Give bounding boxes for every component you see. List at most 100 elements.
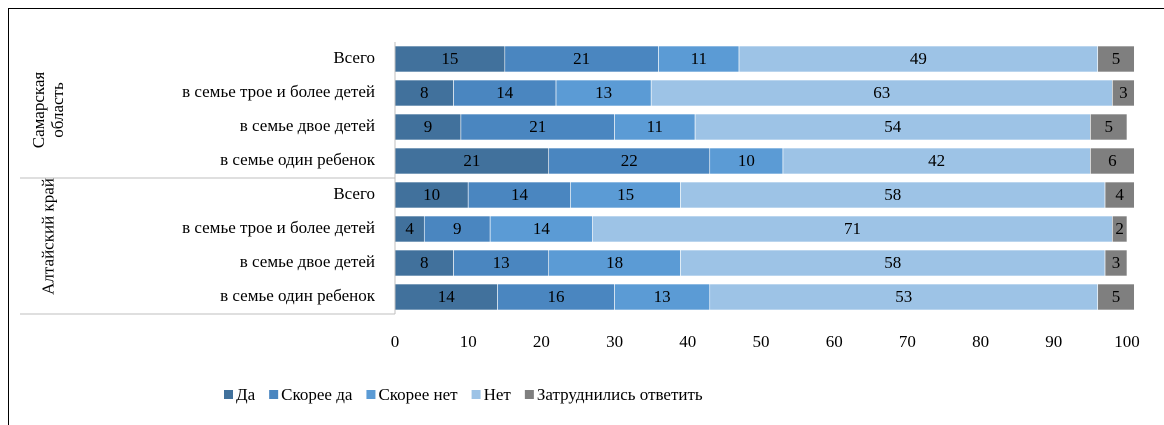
- value-label: 13: [493, 253, 510, 272]
- value-label: 63: [873, 83, 890, 102]
- category-label: в семье трое и более детей: [182, 218, 375, 237]
- value-label: 21: [463, 151, 480, 170]
- category-label: Всего: [333, 184, 375, 203]
- value-label: 14: [533, 219, 551, 238]
- value-label: 11: [647, 117, 663, 136]
- x-tick-label: 70: [899, 332, 916, 351]
- bar-segment: [1112, 215, 1128, 243]
- bar-segment: [658, 45, 740, 73]
- legend-swatch: [471, 390, 481, 399]
- bar-segment: [592, 215, 1113, 243]
- value-label: 9: [424, 117, 433, 136]
- bar-segment: [460, 113, 615, 141]
- value-label: 54: [884, 117, 902, 136]
- bar-segment: [423, 215, 491, 243]
- bar-segment: [394, 79, 454, 107]
- value-label: 9: [453, 219, 462, 238]
- bar-segment: [394, 147, 550, 175]
- legend-swatch: [224, 390, 233, 399]
- value-label: 6: [1108, 151, 1117, 170]
- legend-label: Скорее да: [281, 385, 353, 404]
- value-label: 5: [1112, 49, 1121, 68]
- bar-segment: [394, 283, 498, 311]
- legend-label: Затруднились ответить: [537, 385, 703, 404]
- bar-segment: [1097, 45, 1135, 73]
- bar-segment: [453, 79, 557, 107]
- bar-segment: [1104, 181, 1135, 209]
- value-label: 42: [928, 151, 945, 170]
- category-label: в семье один ребенок: [220, 286, 376, 305]
- value-label: 5: [1112, 287, 1121, 306]
- category-label: в семье двое детей: [240, 116, 375, 135]
- legend-label: Нет: [484, 385, 512, 404]
- legend-label: Скорее нет: [378, 385, 458, 404]
- legend-label: Да: [236, 385, 256, 404]
- value-label: 14: [511, 185, 529, 204]
- bar-segment: [1090, 147, 1135, 175]
- x-tick-label: 50: [753, 332, 770, 351]
- value-label: 53: [895, 287, 912, 306]
- value-label: 4: [405, 219, 414, 238]
- value-label: 16: [548, 287, 565, 306]
- value-label: 14: [496, 83, 514, 102]
- x-tick-label: 60: [826, 332, 843, 351]
- bar-segment: [1090, 113, 1128, 141]
- bar-segment: [504, 45, 659, 73]
- x-tick-label: 100: [1114, 332, 1140, 351]
- bar-segment: [694, 113, 1091, 141]
- category-label: в семье один ребенок: [220, 150, 376, 169]
- legend-swatch: [366, 390, 376, 399]
- bar-segment: [782, 147, 1091, 175]
- value-label: 15: [617, 185, 634, 204]
- value-label: 13: [595, 83, 612, 102]
- value-label: 11: [691, 49, 707, 68]
- legend-swatch: [269, 390, 279, 399]
- x-tick-label: 80: [972, 332, 989, 351]
- value-label: 8: [420, 83, 429, 102]
- group-label: Самарская область: [29, 71, 67, 149]
- category-label: в семье трое и более детей: [182, 82, 375, 101]
- bar-segment: [548, 249, 681, 277]
- category-label: Всего: [333, 48, 375, 67]
- value-label: 18: [606, 253, 623, 272]
- value-label: 5: [1104, 117, 1113, 136]
- bar-segment: [1104, 249, 1128, 277]
- x-tick-label: 20: [533, 332, 550, 351]
- value-label: 71: [844, 219, 861, 238]
- x-tick-label: 10: [460, 332, 477, 351]
- bar-segment: [709, 283, 1099, 311]
- bar-segment: [709, 147, 784, 175]
- legend-swatch: [524, 390, 534, 399]
- bar-segment: [1097, 283, 1135, 311]
- value-label: 22: [621, 151, 638, 170]
- bar-segment: [680, 249, 1106, 277]
- value-label: 8: [420, 253, 429, 272]
- x-tick-label: 30: [606, 332, 623, 351]
- value-label: 10: [423, 185, 440, 204]
- bar-segment: [489, 215, 593, 243]
- bar-segment: [1112, 79, 1135, 107]
- bar-segment: [650, 79, 1113, 107]
- value-label: 2: [1115, 219, 1124, 238]
- category-label: в семье двое детей: [240, 252, 375, 271]
- bar-segment: [453, 249, 550, 277]
- value-label: 3: [1119, 83, 1128, 102]
- bar-segment: [548, 147, 711, 175]
- bar-segment: [614, 283, 711, 311]
- group-label: Алтайский край: [38, 178, 58, 295]
- x-tick-label: 40: [679, 332, 696, 351]
- value-label: 4: [1115, 185, 1124, 204]
- value-label: 14: [438, 287, 456, 306]
- bar-segment: [738, 45, 1099, 73]
- value-label: 58: [884, 253, 901, 272]
- value-label: 58: [884, 185, 901, 204]
- value-label: 21: [529, 117, 546, 136]
- x-tick-label: 90: [1045, 332, 1062, 351]
- value-label: 13: [654, 287, 671, 306]
- bar-segment: [555, 79, 652, 107]
- x-tick-label: 0: [391, 332, 400, 351]
- value-label: 21: [573, 49, 590, 68]
- bar-segment: [680, 181, 1106, 209]
